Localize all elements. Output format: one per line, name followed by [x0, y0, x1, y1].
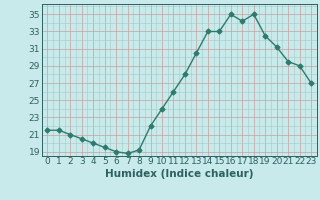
X-axis label: Humidex (Indice chaleur): Humidex (Indice chaleur) — [105, 169, 253, 179]
